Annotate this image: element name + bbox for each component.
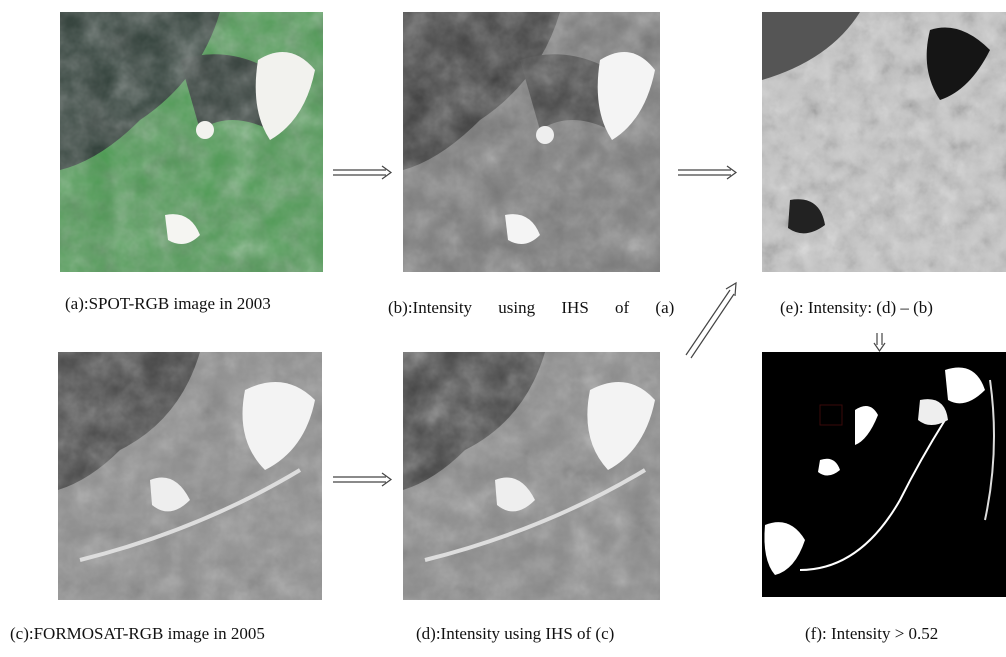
image-e	[762, 12, 1006, 272]
image-d	[403, 352, 660, 600]
caption: (a):SPOT-RGB image in 2003	[65, 294, 271, 313]
arrow-b-e	[678, 165, 738, 180]
image-f	[762, 352, 1006, 597]
image-b	[403, 12, 660, 272]
arrow-e-f	[873, 333, 886, 353]
image-c	[58, 352, 322, 600]
arrow-c-d	[333, 472, 393, 487]
caption: (b):Intensity using IHS of (a)	[388, 298, 675, 317]
arrow-d-e	[685, 281, 737, 359]
arrow-a-b	[333, 165, 393, 180]
image-a	[60, 12, 323, 272]
caption: (d):Intensity using IHS of (c)	[416, 624, 615, 643]
caption: (f): Intensity > 0.52	[805, 624, 939, 643]
caption: (c):FORMOSAT-RGB image in 2005	[10, 624, 265, 643]
caption: (e): Intensity: (d) – (b)	[780, 298, 933, 317]
